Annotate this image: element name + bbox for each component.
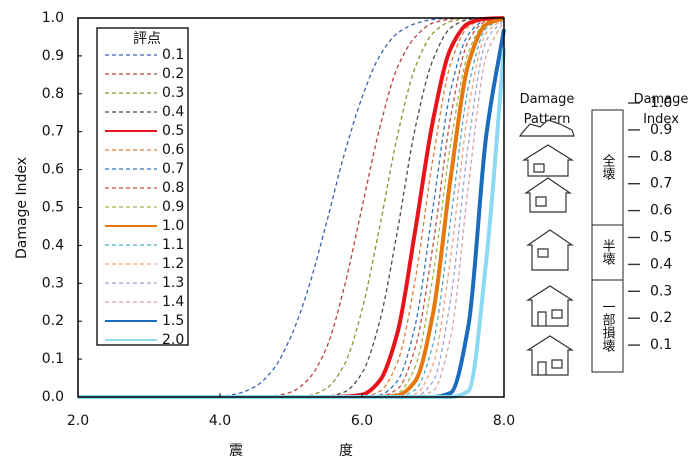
index-tick-label: 0.3: [650, 283, 672, 299]
legend-label: 1.1: [162, 237, 184, 253]
y-tick-label: 0.7: [42, 124, 64, 140]
y-axis-label: Damage Index: [14, 157, 30, 259]
y-tick-label: 0.5: [42, 200, 64, 216]
class-label: 半壊: [600, 239, 616, 266]
legend-label: 0.1: [162, 47, 184, 63]
house-icon: [524, 145, 572, 176]
x-tick-label: 6.0: [351, 413, 373, 429]
legend-label: 1.0: [162, 218, 184, 234]
index-tick-label: 0.2: [650, 310, 672, 326]
house-icon: [528, 230, 572, 270]
y-tick-label: 0.1: [42, 351, 64, 367]
index-tick-label: 0.8: [650, 149, 672, 165]
legend-label: 0.6: [162, 142, 184, 158]
index-tick-label: 0.7: [650, 176, 672, 192]
legend-title: 評点: [133, 31, 161, 47]
x-axis-label: 震度: [229, 443, 449, 459]
legend-label: 0.4: [162, 104, 184, 120]
y-tick-label: 0.2: [42, 313, 64, 329]
index-tick-label: 1.0: [650, 95, 672, 111]
y-tick-label: 0.4: [42, 237, 64, 253]
legend-label: 1.4: [162, 294, 184, 310]
y-tick-label: 0.0: [42, 389, 64, 405]
legend-label: 0.7: [162, 161, 184, 177]
y-tick-label: 0.8: [42, 86, 64, 102]
legend-label: 2.0: [162, 332, 184, 348]
y-tick-label: 0.3: [42, 275, 64, 291]
y-tick-label: 1.0: [42, 10, 64, 26]
y-tick-label: 0.6: [42, 162, 64, 178]
index-tick-label: 0.5: [650, 230, 672, 246]
legend-label: 1.2: [162, 256, 184, 272]
legend-label: 0.9: [162, 199, 184, 215]
index-tick-label: 0.9: [650, 122, 672, 138]
house-icon: [528, 336, 572, 375]
index-tick-label: 0.4: [650, 256, 672, 272]
class-label: 全壊: [600, 153, 616, 181]
x-tick-label: 4.0: [209, 413, 231, 429]
legend-label: 0.2: [162, 66, 184, 82]
house-icon: [526, 178, 570, 212]
class-label: 一部損壊: [600, 300, 616, 353]
x-tick-label: 2.0: [67, 413, 89, 429]
legend-label: 1.3: [162, 275, 184, 291]
chart: Damage Index 震度 DamagePattern DamageInde…: [0, 0, 697, 464]
legend-label: 1.5: [162, 313, 184, 329]
legend-label: 0.3: [162, 85, 184, 101]
house-icons: [520, 120, 574, 375]
x-tick-label: 8.0: [493, 413, 515, 429]
index-tick-label: 0.6: [650, 203, 672, 219]
house-icon: [528, 286, 572, 326]
y-tick-label: 0.9: [42, 48, 64, 64]
legend-label: 0.8: [162, 180, 184, 196]
index-tick-label: 0.1: [650, 337, 672, 353]
legend-label: 0.5: [162, 123, 184, 139]
